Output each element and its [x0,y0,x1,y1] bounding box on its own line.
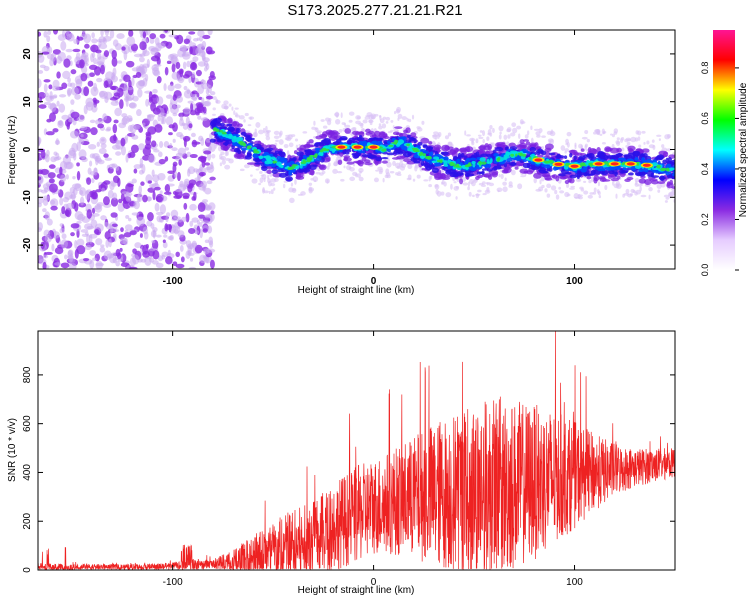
snr-xlabel: Height of straight line (km) [298,585,415,596]
spectrogram-ytick-label: -20 [22,237,33,252]
signal-ridge [209,115,675,190]
snr-ytick-label: 200 [22,512,33,529]
snr-ytick-label: 800 [22,366,33,383]
spectrogram-xtick-label: 100 [566,276,583,287]
colorbar-tick-label: 0.6 [700,112,710,125]
spectrogram-xlabel: Height of straight line (km) [298,285,415,296]
spectrogram-xtick-label: -100 [163,276,183,287]
spectrogram-ytick-label: 20 [22,48,33,60]
snr-ylabel: SNR (10 * v/v) [7,418,18,482]
colorbar-gradient [713,30,735,270]
noise-region [38,30,216,269]
colorbar-tick-label: 0.8 [700,62,710,75]
spectrogram-ytick-label: -10 [22,190,33,205]
chart-title: S173.2025.277.21.21.R21 [287,2,463,19]
snr-ytick-label: 0 [22,567,33,573]
snr-xtick-label: -100 [163,577,183,588]
spectrogram-ylabel: Frequency (Hz) [7,116,18,185]
spectrogram-ytick-label: 10 [22,96,33,108]
snr-ytick-label: 400 [22,464,33,481]
colorbar: 0.0 0.2 0.4 0.6 0.8 Normalized spectral ampl… [700,30,749,276]
spectrogram-ytick-label: 0 [22,146,33,152]
colorbar-tick-label: 0.0 [700,264,710,277]
colorbar-tick-label: 0.4 [700,163,710,176]
snr-xtick-label: 100 [566,577,583,588]
colorbar-tick-label: 0.2 [700,213,710,226]
spectrogram-xtick-label: 0 [371,276,377,287]
snr-line [38,331,675,570]
snr-frame [37,330,676,571]
colorbar-label: Normalized spectral amplitude [738,82,749,217]
snr-ytick-label: 600 [22,415,33,432]
snr-xtick-label: 0 [371,577,377,588]
spectral-peaks [335,144,653,169]
snr-panel: -100 0 100 0 200 400 600 800 Height of straight… [7,330,676,596]
